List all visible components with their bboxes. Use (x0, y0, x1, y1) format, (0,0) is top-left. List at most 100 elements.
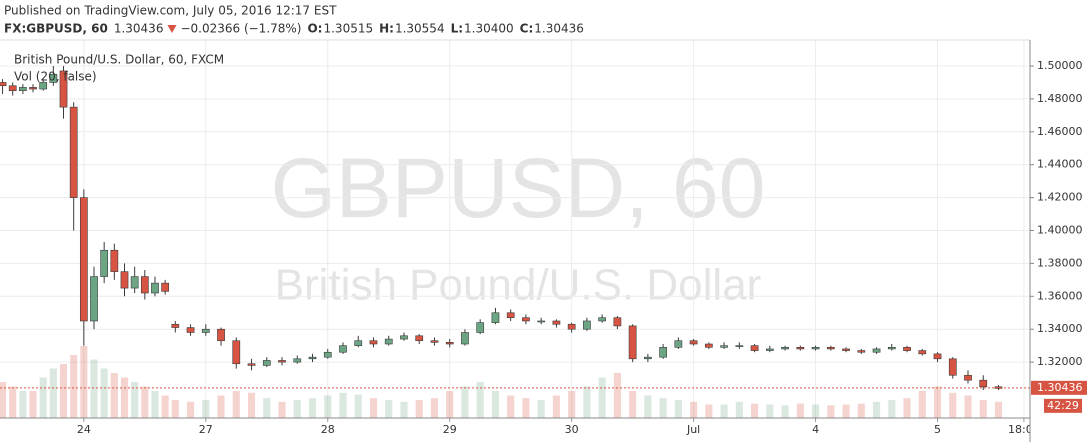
volume-bar (232, 391, 240, 418)
header-text: 1.30436 (114, 22, 164, 36)
candle-body (278, 360, 286, 363)
candle-body (201, 328, 210, 333)
candle-body (110, 249, 119, 272)
volume-bar (430, 398, 439, 418)
y-tick-label: 1.48000 (1037, 92, 1083, 105)
candle-body (49, 73, 58, 83)
volume-bar (598, 377, 606, 418)
y-tick-label: 1.44000 (1037, 158, 1083, 171)
candle-body (400, 335, 408, 340)
change-arrow (167, 25, 177, 33)
x-tick-label: 29 (443, 423, 457, 436)
volume-bar (918, 391, 926, 418)
volume-bar (141, 386, 149, 418)
volume-bar (933, 386, 942, 418)
legend-title: British Pound/U.S. Dollar, 60, FXCM (14, 53, 224, 67)
watermark: GBPUSD, 60 (271, 141, 766, 235)
candle-body (674, 340, 683, 348)
y-tick-label: 1.40000 (1037, 224, 1083, 237)
candle-body (689, 340, 698, 345)
candle-body (476, 322, 485, 333)
volume-bar (131, 382, 139, 418)
candle-body (384, 338, 393, 345)
symbol-line: FX:GBPUSD, 60 1.30436 −0.02366 (−1.78%) O: 1… (4, 22, 584, 36)
volume-bar (263, 398, 271, 418)
candle-body (293, 358, 302, 363)
volume-bar (278, 401, 286, 418)
candle-body (308, 356, 317, 360)
volume-bar (9, 386, 17, 418)
candle-body (598, 317, 607, 322)
candle-body (369, 340, 378, 345)
candle-body (59, 70, 68, 108)
plot-area (0, 39, 1030, 418)
volume-bar (796, 403, 804, 418)
candle-body (811, 346, 820, 350)
volume-bar (781, 405, 789, 418)
header-text: −0.02366 (−1.78%) (180, 22, 301, 36)
candle-body (354, 340, 363, 346)
volume-bar (751, 403, 759, 418)
candle-body (994, 386, 1003, 389)
volume-bar (186, 401, 195, 418)
candle-body (735, 345, 744, 347)
volume-bar (247, 392, 256, 418)
volume-bar (507, 395, 515, 418)
volume-bar (0, 382, 7, 418)
volume-bar (872, 401, 881, 418)
volume-bar (659, 398, 667, 418)
candle-body (765, 348, 774, 351)
candle-body (644, 356, 652, 360)
candle-body (796, 346, 805, 350)
volume-bar (324, 395, 332, 418)
header-text: 1.30400 (464, 22, 514, 36)
countdown-box (1044, 398, 1082, 413)
candle-body (613, 317, 622, 327)
price-axis (1030, 40, 1088, 442)
volume-bar (293, 400, 301, 418)
candle-body (29, 87, 37, 90)
volume-bar (476, 382, 484, 418)
candle-body (247, 363, 256, 366)
volume-bar (110, 373, 118, 418)
volume-bar (308, 398, 317, 418)
header-text: H: (379, 22, 394, 36)
y-tick-label: 1.50000 (1037, 59, 1083, 72)
volume-bar (29, 391, 37, 418)
volume-bar (80, 346, 88, 418)
candle-body (979, 379, 988, 388)
volume-bar (491, 391, 499, 418)
candle-body (552, 320, 561, 325)
candle-body (120, 271, 129, 289)
candle-body (339, 345, 347, 353)
candle-body (461, 332, 469, 345)
candle-body (887, 346, 896, 350)
header-text: 1.30515 (323, 22, 373, 36)
x-tick-label: 24 (77, 423, 91, 436)
volume-bar (857, 403, 865, 418)
candle-body (39, 82, 48, 90)
candle-body (430, 340, 439, 343)
volume-bar (151, 391, 159, 418)
candle-body (842, 348, 850, 351)
volume-bar (446, 391, 454, 418)
candle-body (781, 346, 789, 350)
volume-bar (842, 404, 850, 418)
candle-body (903, 346, 911, 351)
header-text: O: (307, 22, 322, 36)
volume-bar (949, 392, 957, 418)
volume-bar (812, 404, 820, 418)
volume-bar (49, 368, 57, 418)
volume-bar (583, 386, 591, 418)
volume-bar (629, 391, 637, 418)
candle-body (90, 276, 98, 322)
published-note: Published on TradingView.com, July 05, 2… (4, 4, 337, 18)
header-text: 1.30554 (395, 22, 445, 36)
candle-body (750, 345, 759, 351)
candle-body (140, 276, 149, 294)
volume-bar (369, 398, 378, 418)
candle-body (522, 317, 530, 322)
watermark-subtitle: British Pound/U.S. Dollar (275, 261, 762, 310)
